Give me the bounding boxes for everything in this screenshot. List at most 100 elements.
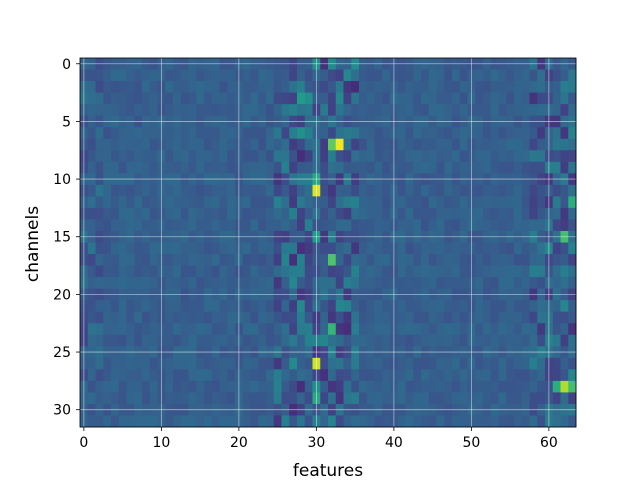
heatmap-cell bbox=[335, 92, 344, 105]
heatmap-cell bbox=[188, 196, 197, 209]
heatmap-cell bbox=[382, 311, 391, 324]
heatmap-cell bbox=[374, 150, 383, 163]
heatmap-cell bbox=[343, 254, 352, 266]
heatmap-cell bbox=[126, 369, 135, 382]
heatmap-cell bbox=[366, 392, 375, 405]
heatmap-cell bbox=[521, 380, 530, 393]
heatmap-cell bbox=[165, 69, 174, 82]
heatmap-cell bbox=[428, 392, 437, 405]
heatmap-cell bbox=[483, 207, 492, 220]
heatmap-cell bbox=[188, 207, 197, 220]
heatmap-cell bbox=[188, 242, 197, 255]
heatmap-cell bbox=[413, 184, 422, 197]
heatmap-cell bbox=[142, 69, 151, 82]
heatmap-cell bbox=[204, 311, 213, 324]
heatmap-cell bbox=[173, 104, 182, 117]
heatmap-cell bbox=[273, 323, 282, 336]
heatmap-cell bbox=[281, 392, 290, 405]
heatmap-cell bbox=[134, 242, 143, 255]
heatmap-cell bbox=[366, 161, 375, 174]
heatmap-cell bbox=[405, 311, 414, 324]
heatmap-cell bbox=[413, 92, 422, 105]
heatmap-cell bbox=[335, 81, 344, 93]
heatmap-cell bbox=[428, 357, 437, 370]
heatmap-cell bbox=[266, 219, 275, 232]
heatmap-cell bbox=[126, 81, 135, 93]
heatmap-cell bbox=[568, 369, 577, 382]
heatmap-cell bbox=[281, 242, 290, 255]
heatmap-cell bbox=[219, 150, 228, 163]
heatmap-cell bbox=[149, 323, 158, 336]
heatmap-cell bbox=[126, 138, 135, 151]
heatmap-cell bbox=[180, 138, 189, 151]
heatmap-cell bbox=[444, 277, 453, 290]
heatmap-cell bbox=[374, 81, 383, 93]
heatmap-cell bbox=[103, 161, 112, 174]
heatmap-cell bbox=[250, 69, 259, 82]
heatmap-cell bbox=[211, 92, 220, 105]
heatmap-cell bbox=[475, 161, 484, 174]
heatmap-cell bbox=[250, 380, 259, 393]
heatmap-cell bbox=[428, 161, 437, 174]
heatmap-cell bbox=[537, 127, 546, 140]
heatmap-cell bbox=[297, 81, 306, 93]
heatmap-cell bbox=[343, 311, 352, 324]
heatmap-cell bbox=[188, 357, 197, 370]
heatmap-cell bbox=[459, 242, 468, 255]
heatmap-cell bbox=[475, 207, 484, 220]
heatmap-cell bbox=[521, 357, 530, 370]
heatmap-cell bbox=[428, 415, 437, 428]
heatmap-cell bbox=[568, 311, 577, 324]
heatmap-cell bbox=[343, 184, 352, 197]
heatmap-cell bbox=[250, 357, 259, 370]
heatmap-cell bbox=[506, 138, 515, 151]
heatmap-cell bbox=[258, 92, 267, 105]
heatmap-cell bbox=[475, 415, 484, 428]
heatmap-cell bbox=[568, 207, 577, 220]
heatmap-cell bbox=[118, 127, 127, 140]
heatmap-cell bbox=[444, 380, 453, 393]
heatmap-cell bbox=[552, 334, 561, 347]
heatmap-cell bbox=[452, 265, 461, 278]
heatmap-cell bbox=[413, 242, 422, 255]
heatmap-cell bbox=[444, 138, 453, 151]
heatmap-cell bbox=[452, 81, 461, 93]
heatmap-cell bbox=[421, 334, 430, 347]
heatmap-cell bbox=[219, 277, 228, 290]
heatmap-cell bbox=[142, 265, 151, 278]
heatmap-cell bbox=[173, 323, 182, 336]
heatmap-cell bbox=[359, 161, 368, 174]
heatmap-cell bbox=[188, 277, 197, 290]
heatmap-cell bbox=[560, 392, 569, 405]
heatmap-cell bbox=[521, 334, 530, 347]
heatmap-cell bbox=[95, 196, 104, 209]
heatmap-cell bbox=[475, 392, 484, 405]
heatmap-cell bbox=[289, 184, 298, 197]
heatmap-cell bbox=[173, 311, 182, 324]
heatmap-cell bbox=[490, 184, 499, 197]
heatmap-cell bbox=[483, 150, 492, 163]
heatmap-cell bbox=[118, 150, 127, 163]
heatmap-cell bbox=[227, 81, 236, 93]
heatmap-cell bbox=[266, 138, 275, 151]
heatmap-cell bbox=[459, 196, 468, 209]
heatmap-cell bbox=[227, 334, 236, 347]
heatmap-cell bbox=[498, 184, 507, 197]
heatmap-cell bbox=[266, 265, 275, 278]
heatmap-cell bbox=[498, 127, 507, 140]
heatmap-cell bbox=[490, 207, 499, 220]
heatmap-cell bbox=[304, 392, 313, 405]
x-tick-label: 60 bbox=[540, 435, 558, 451]
heatmap-cell bbox=[149, 392, 158, 405]
heatmap-cell bbox=[552, 392, 561, 405]
heatmap-cell bbox=[196, 300, 205, 313]
heatmap-cell bbox=[366, 242, 375, 255]
heatmap-cell bbox=[506, 184, 515, 197]
heatmap-cell bbox=[196, 242, 205, 255]
heatmap-cell bbox=[111, 207, 120, 220]
heatmap-cell bbox=[196, 69, 205, 82]
heatmap-cell bbox=[459, 161, 468, 174]
heatmap-cell bbox=[142, 369, 151, 382]
heatmap-cell bbox=[351, 311, 360, 324]
heatmap-cell bbox=[173, 265, 182, 278]
